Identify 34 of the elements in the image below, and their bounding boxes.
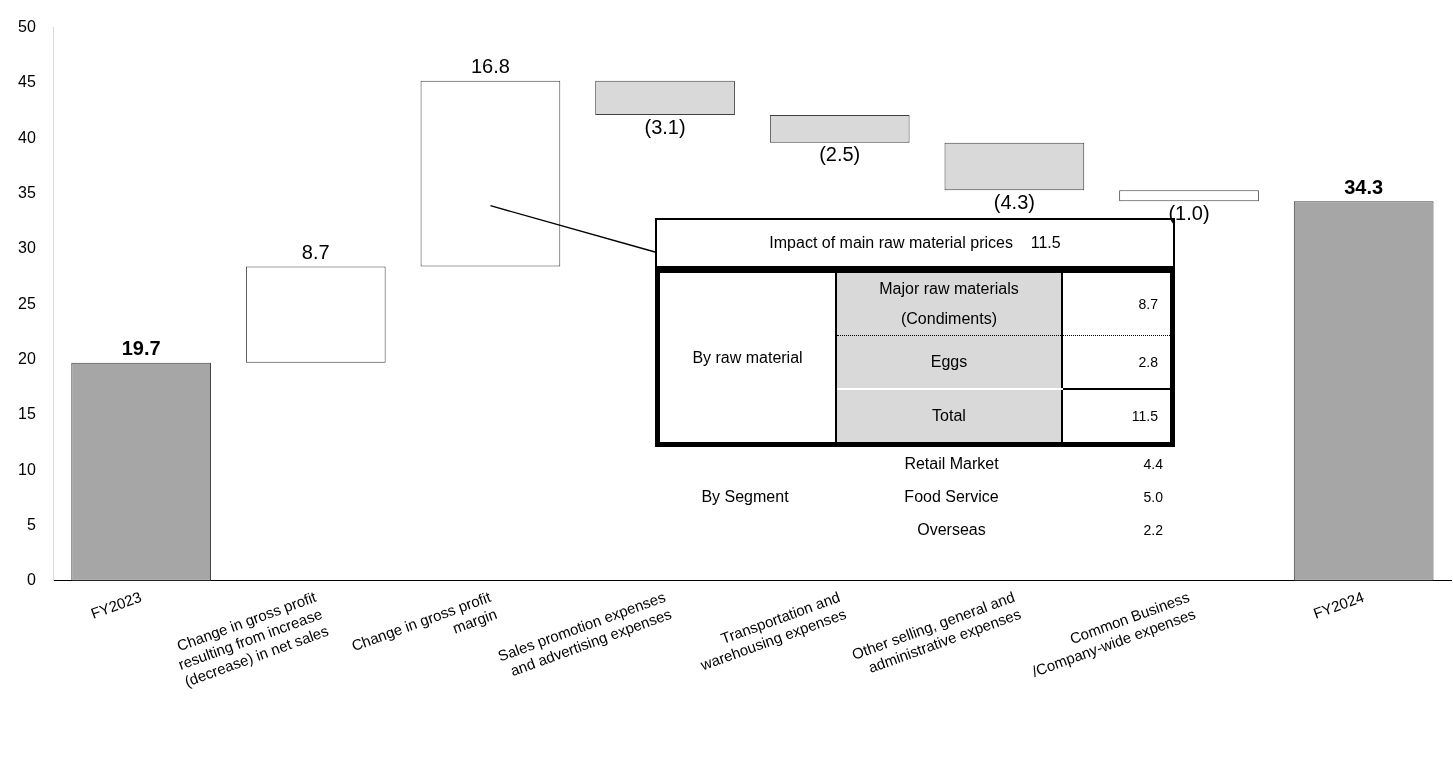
- data-label: 34.3: [1344, 175, 1384, 198]
- y-tick-label: 20: [18, 349, 36, 367]
- annotation: By raw material: [657, 270, 836, 445]
- data-label: 19.7: [121, 337, 161, 360]
- y-tick-label: 45: [18, 73, 36, 91]
- annotation: Food Service: [903, 486, 1000, 507]
- y-tick-label: 0: [26, 571, 36, 589]
- y-tick-label: 50: [18, 18, 36, 36]
- y-tick-label: 10: [18, 460, 36, 478]
- annotation: 11.5: [1062, 389, 1173, 445]
- data-label: 16.8: [470, 55, 510, 78]
- annotation: 5.0: [1142, 487, 1164, 507]
- data-label: (2.5): [819, 143, 861, 166]
- annotation: Retail Market: [903, 453, 1000, 474]
- data-label: (3.1): [644, 115, 686, 138]
- annotation: 4.4: [1142, 454, 1164, 474]
- annotation: Major raw materials (Condiments): [836, 270, 1062, 336]
- y-tick-label: 30: [18, 239, 36, 257]
- annotation: 8.7: [1062, 270, 1173, 336]
- text: Impact of main raw material prices 11.5: [769, 234, 1061, 251]
- y-tick-label: 25: [18, 294, 36, 312]
- data-label: 8.7: [301, 241, 330, 264]
- annotation: Overseas: [916, 519, 987, 540]
- annotation: Total: [836, 389, 1062, 445]
- data-label: (4.3): [993, 190, 1035, 213]
- annotation: 2.2: [1142, 520, 1164, 540]
- annotation: 2.8: [1062, 335, 1173, 389]
- data-label: (1.0): [1168, 201, 1210, 224]
- annotation: Eggs: [836, 335, 1062, 389]
- annotation: By Segment: [700, 486, 790, 507]
- y-tick-label: 15: [18, 405, 36, 423]
- y-tick-label: 40: [18, 128, 36, 146]
- y-tick-label: 35: [18, 183, 36, 201]
- y-tick-label: 5: [26, 515, 36, 533]
